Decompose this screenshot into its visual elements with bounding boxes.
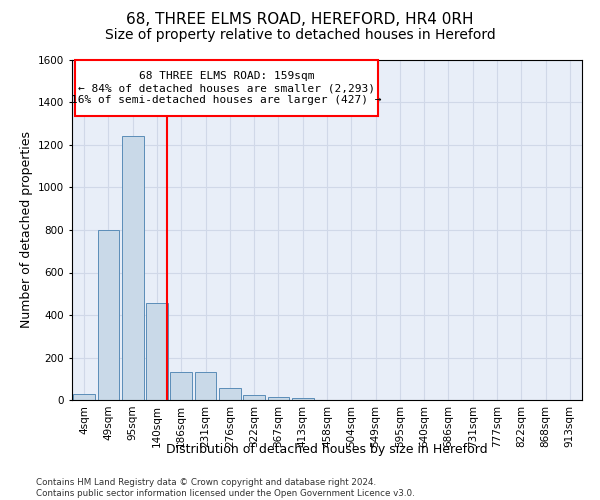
Text: Size of property relative to detached houses in Hereford: Size of property relative to detached ho…: [104, 28, 496, 42]
Bar: [73, 394, 95, 400]
Bar: [268, 397, 289, 400]
Bar: [194, 372, 217, 400]
Text: Distribution of detached houses by size in Hereford: Distribution of detached houses by size …: [166, 442, 488, 456]
Text: 68 THREE ELMS ROAD: 159sqm
← 84% of detached houses are smaller (2,293)
16% of s: 68 THREE ELMS ROAD: 159sqm ← 84% of deta…: [71, 72, 382, 104]
Bar: [292, 398, 314, 400]
Bar: [146, 304, 168, 400]
Bar: [243, 394, 265, 400]
Text: 68, THREE ELMS ROAD, HEREFORD, HR4 0RH: 68, THREE ELMS ROAD, HEREFORD, HR4 0RH: [126, 12, 474, 28]
Bar: [170, 372, 192, 400]
Text: Contains HM Land Registry data © Crown copyright and database right 2024.
Contai: Contains HM Land Registry data © Crown c…: [36, 478, 415, 498]
Bar: [219, 388, 241, 400]
Bar: [97, 230, 119, 400]
FancyBboxPatch shape: [74, 60, 378, 116]
Y-axis label: Number of detached properties: Number of detached properties: [20, 132, 32, 328]
Bar: [122, 136, 143, 400]
